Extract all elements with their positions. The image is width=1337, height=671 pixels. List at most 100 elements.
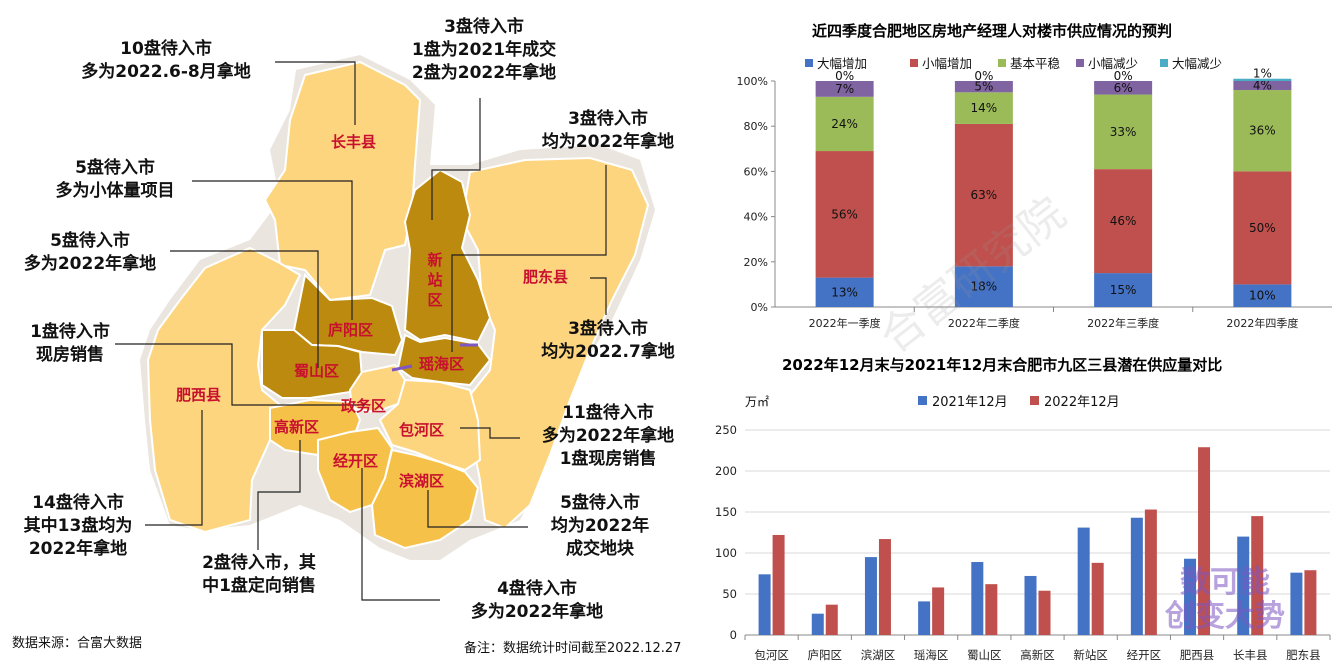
x-tick-label: 庐阳区 — [808, 648, 843, 662]
y-tick-label: 250 — [715, 423, 737, 437]
y-tick-label: 150 — [715, 505, 737, 519]
leader-binhu — [427, 490, 528, 528]
bar-segment — [1233, 78, 1292, 81]
district-label-shushan: 蜀山区 — [294, 362, 340, 380]
bar — [1237, 536, 1250, 635]
bar — [864, 557, 877, 635]
y-tick-label: 50 — [722, 587, 737, 601]
bar — [971, 562, 984, 635]
region-luyang[interactable] — [292, 272, 404, 357]
callout-line: 多为2022年拿地 — [541, 426, 675, 446]
district-label-binhu: 滨湖区 — [399, 472, 445, 490]
callout-line: 成交地块 — [566, 539, 634, 559]
data-label: 0% — [1114, 69, 1133, 83]
bar — [772, 534, 785, 635]
callout-line: 5盘待入市 — [560, 493, 640, 513]
callout-line: 多为2022.6-8月拿地 — [81, 62, 251, 82]
legend-swatch — [1076, 59, 1084, 67]
bar — [811, 613, 824, 635]
bar-segment — [954, 123, 1013, 267]
y-tick-label: 80% — [744, 120, 768, 133]
chart2-svg: 2021年12月 2022年12月 万㎡ 0 50 100 150 200 250 包河区 庐阳区 滨… — [715, 395, 1331, 662]
callout-line: 多为2022年拿地 — [23, 254, 157, 274]
chart1-svg: 大幅增加 小幅增加 基本平稳 小幅减少 大幅减少 0% 20% 40% 60% 80% 100% 20… — [737, 56, 1332, 330]
callout-feixi: 14盘待入市 其中13盘均为 2022年拿地 — [10, 492, 146, 561]
legend-label: 小幅减少 — [1088, 56, 1138, 71]
y-tick-label: 0% — [751, 301, 768, 314]
x-tick-label: 2022年三季度 — [1087, 316, 1159, 330]
callout-feidong: 3盘待入市 均为2022.7拿地 — [530, 318, 686, 364]
legend-label: 大幅增加 — [817, 56, 867, 71]
x-tick-label: 包河区 — [754, 648, 789, 662]
bar — [825, 604, 838, 635]
bar — [1251, 516, 1264, 635]
callout-line: 2022年拿地 — [28, 539, 128, 559]
callout-xinzhan: 3盘待入市 1盘为2021年成交 2盘为2022年拿地 — [398, 16, 570, 85]
callout-binhu: 5盘待入市 均为2022年 成交地块 — [532, 492, 668, 561]
leader-gaoxin — [257, 440, 301, 550]
x-tick-label: 长丰县 — [1233, 648, 1268, 662]
data-label: 63% — [971, 188, 998, 202]
district-label-gaoxin: 高新区 — [274, 418, 320, 436]
x-tick-label: 肥西县 — [1180, 648, 1215, 662]
x-tick-label: 高新区 — [1020, 648, 1055, 662]
x-tick-label: 2022年二季度 — [948, 316, 1020, 330]
bar-segment — [1233, 284, 1292, 307]
data-label: 7% — [835, 82, 854, 96]
y-tick-label: 20% — [744, 256, 768, 269]
y-tick-label: 100 — [715, 546, 737, 560]
x-tick-label: 瑶海区 — [914, 648, 949, 662]
legend-swatch — [805, 59, 813, 67]
bar-segment — [1233, 171, 1292, 285]
legend-label: 2021年12月 — [932, 395, 1008, 410]
data-label: 10% — [1249, 289, 1276, 303]
bar — [1184, 558, 1197, 635]
callout-line: 3盘待入市 — [568, 109, 648, 129]
x-tick-label: 2022年四季度 — [1226, 316, 1298, 330]
x-tick-label: 经开区 — [1127, 648, 1162, 662]
callout-zhengwu: 1盘待入市 现房销售 — [22, 321, 118, 367]
callout-line: 其中13盘均为 — [23, 516, 133, 536]
region-xinzhan[interactable] — [403, 168, 492, 344]
data-label: 0% — [974, 69, 993, 83]
legend-swatch — [918, 396, 927, 405]
district-label-yaohai: 瑶海区 — [419, 355, 465, 373]
bar — [878, 539, 891, 635]
y-tick-label: 100% — [737, 75, 768, 88]
data-label: 46% — [1110, 214, 1137, 228]
data-source: 数据来源：合富大数据 — [12, 636, 143, 651]
leader-jingkai — [361, 468, 440, 601]
bar-segment — [1094, 273, 1153, 307]
callout-line: 1盘为2021年成交 — [411, 40, 557, 60]
data-label: 1% — [1253, 67, 1272, 81]
y-axis-unit: 万㎡ — [745, 395, 769, 409]
x-tick-label: 新站区 — [1073, 648, 1108, 662]
region-feixi[interactable] — [146, 246, 302, 534]
bar — [1130, 517, 1143, 635]
footnote: 备注：数据统计时间截至2022.12.27 — [464, 641, 682, 656]
bar — [932, 587, 945, 635]
data-label: 36% — [1249, 124, 1276, 138]
district-label-baohe: 包河区 — [399, 421, 445, 439]
leader-feixi — [145, 410, 203, 526]
bar — [1038, 590, 1051, 635]
bar-segment — [1094, 81, 1153, 95]
bar — [1144, 509, 1157, 635]
legend-label: 2022年12月 — [1044, 395, 1120, 410]
bar-segment — [815, 96, 874, 152]
callout-line: 均为2022.7拿地 — [541, 342, 675, 362]
legend-label: 小幅增加 — [922, 56, 972, 71]
data-label: 50% — [1249, 221, 1276, 235]
leader-luyang — [192, 180, 353, 320]
region-baohe[interactable] — [378, 378, 482, 472]
callout-line: 11盘待入市 — [562, 403, 654, 423]
region-yaohai[interactable] — [396, 333, 492, 387]
district-label-jingkai: 经开区 — [333, 452, 379, 470]
bar-segment — [954, 266, 1013, 307]
bar — [1024, 575, 1037, 635]
region-binhu[interactable] — [370, 448, 480, 550]
callout-changfeng: 10盘待入市 多为2022.6-8月拿地 — [56, 38, 276, 84]
leader-changfeng — [275, 61, 356, 125]
callout-line: 均为2022年拿地 — [541, 132, 675, 152]
chart1-title: 近四季度合肥地区房地产经理人对楼市供应情况的预判 — [812, 22, 1173, 40]
